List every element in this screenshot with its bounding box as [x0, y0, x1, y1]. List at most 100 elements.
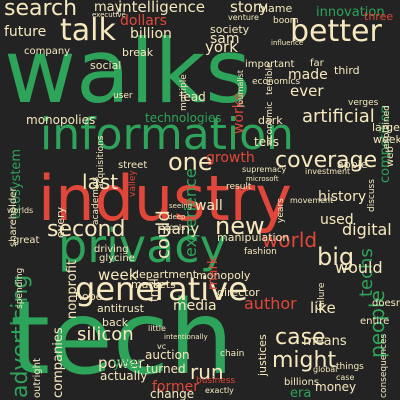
cloud-word: user — [113, 91, 133, 101]
cloud-word: multiple — [179, 74, 189, 111]
cloud-word: things — [336, 362, 364, 372]
cloud-word: worlds — [7, 206, 34, 215]
cloud-word: big — [317, 243, 355, 271]
cloud-word: growth — [206, 150, 255, 166]
cloud-word: deep — [168, 213, 186, 221]
cloud-word: innovation — [316, 5, 385, 20]
cloud-word: years — [276, 198, 286, 223]
cloud-word: generative — [75, 270, 248, 308]
cloud-word: back — [102, 316, 129, 329]
cloud-word: dollars — [120, 13, 167, 29]
cloud-word: influence — [271, 39, 304, 47]
cloud-word: markets — [131, 278, 176, 291]
cloud-word: third — [334, 64, 360, 77]
cloud-word: auction — [145, 348, 190, 362]
cloud-word: many — [157, 220, 200, 238]
cloud-word: result — [226, 182, 252, 192]
cloud-word: great — [13, 235, 40, 246]
cloud-word: venture — [228, 13, 259, 22]
cloud-word: trial — [147, 278, 161, 302]
cloud-word: change — [150, 387, 195, 400]
cloud-word: era — [290, 386, 312, 400]
cloud-word: like — [310, 299, 336, 317]
cloud-word: technologies — [145, 111, 222, 125]
cloud-word: valley — [128, 170, 138, 197]
cloud-word: far — [310, 58, 324, 69]
cloud-word: talk — [60, 13, 116, 48]
cloud-word: history — [318, 189, 367, 205]
cloud-word: monopolies — [26, 113, 96, 127]
cloud-word: company — [24, 46, 71, 57]
cloud-word: means — [303, 334, 347, 349]
cloud-word: power — [98, 354, 145, 372]
cloud-word: money — [315, 380, 357, 394]
cloud-word: author — [244, 294, 297, 313]
cloud-word: economic — [265, 101, 275, 145]
cloud-word: story — [230, 0, 268, 16]
cloud-word: discuss — [367, 179, 377, 212]
cloud-word: intelligence — [118, 0, 206, 16]
cloud-word: privacy — [58, 219, 227, 273]
cloud-word: three — [364, 10, 394, 23]
cloud-word: made — [288, 67, 328, 83]
cloud-word: blame — [258, 2, 293, 15]
cloud-word: information — [40, 109, 294, 160]
cloud-word: case — [336, 373, 355, 382]
cloud-word: better — [290, 14, 382, 49]
cloud-word: hope — [75, 290, 103, 303]
cloud-word: social — [90, 59, 122, 72]
cloud-word: seeing — [169, 202, 193, 210]
cloud-word: justices — [256, 334, 269, 376]
cloud-word: investment — [305, 167, 351, 176]
cloud-word: new — [215, 212, 265, 240]
cloud-word: media — [173, 298, 217, 314]
cloud-word: journalist — [236, 69, 245, 107]
cloud-word: coverage — [275, 148, 378, 173]
cloud-word: future — [4, 24, 47, 40]
cloud-word: used — [320, 212, 354, 228]
cloud-word: doesnt — [372, 298, 400, 309]
cloud-word: explained — [382, 105, 392, 149]
cloud-word: department — [132, 268, 198, 281]
cloud-word: world — [262, 228, 318, 252]
cloud-word: lead — [180, 90, 206, 104]
cloud-word: fashion — [244, 247, 277, 257]
cloud-word: outright — [32, 358, 43, 398]
cloud-word: consequences — [379, 333, 389, 398]
cloud-word: spending — [15, 267, 25, 309]
cloud-word: terrible — [265, 62, 275, 95]
cloud-word: sam — [210, 31, 240, 47]
cloud-word: wall — [195, 198, 223, 214]
cloud-word: billions — [284, 377, 320, 388]
cloud-word: driving — [94, 244, 129, 255]
cloud-word: street — [118, 160, 148, 171]
cloud-word: week — [98, 266, 138, 284]
cloud-word: little — [148, 324, 166, 333]
cloud-word: year — [113, 356, 143, 371]
cloud-word: tech — [10, 279, 234, 398]
cloud-word: walks — [4, 20, 252, 123]
cloud-word: break — [122, 46, 154, 59]
cloud-word: director — [217, 286, 260, 299]
cloud-word: antitrust — [97, 302, 144, 315]
cloud-word: economics — [252, 77, 301, 87]
cloud-word: chain — [220, 349, 245, 359]
cloud-word: glycine — [99, 253, 135, 264]
cloud-word: exactly — [205, 386, 234, 395]
cloud-word: turned — [146, 362, 186, 376]
cloud-word: global — [313, 365, 338, 374]
cloud-word: acquisitions — [96, 135, 106, 190]
cloud-word: executive — [92, 11, 126, 19]
cloud-word: large — [372, 121, 400, 134]
cloud-word: intentionally — [164, 333, 208, 341]
cloud-word: may — [94, 0, 123, 15]
cloud-word: might — [272, 348, 337, 373]
cloud-word: tools — [166, 223, 186, 232]
cloud-word: movement — [290, 196, 334, 205]
cloud-word: society — [210, 23, 250, 36]
cloud-word: failure — [317, 282, 327, 311]
cloud-word: artificial — [302, 106, 375, 127]
cloud-word: second — [47, 217, 126, 242]
cloud-word: run — [190, 360, 224, 384]
